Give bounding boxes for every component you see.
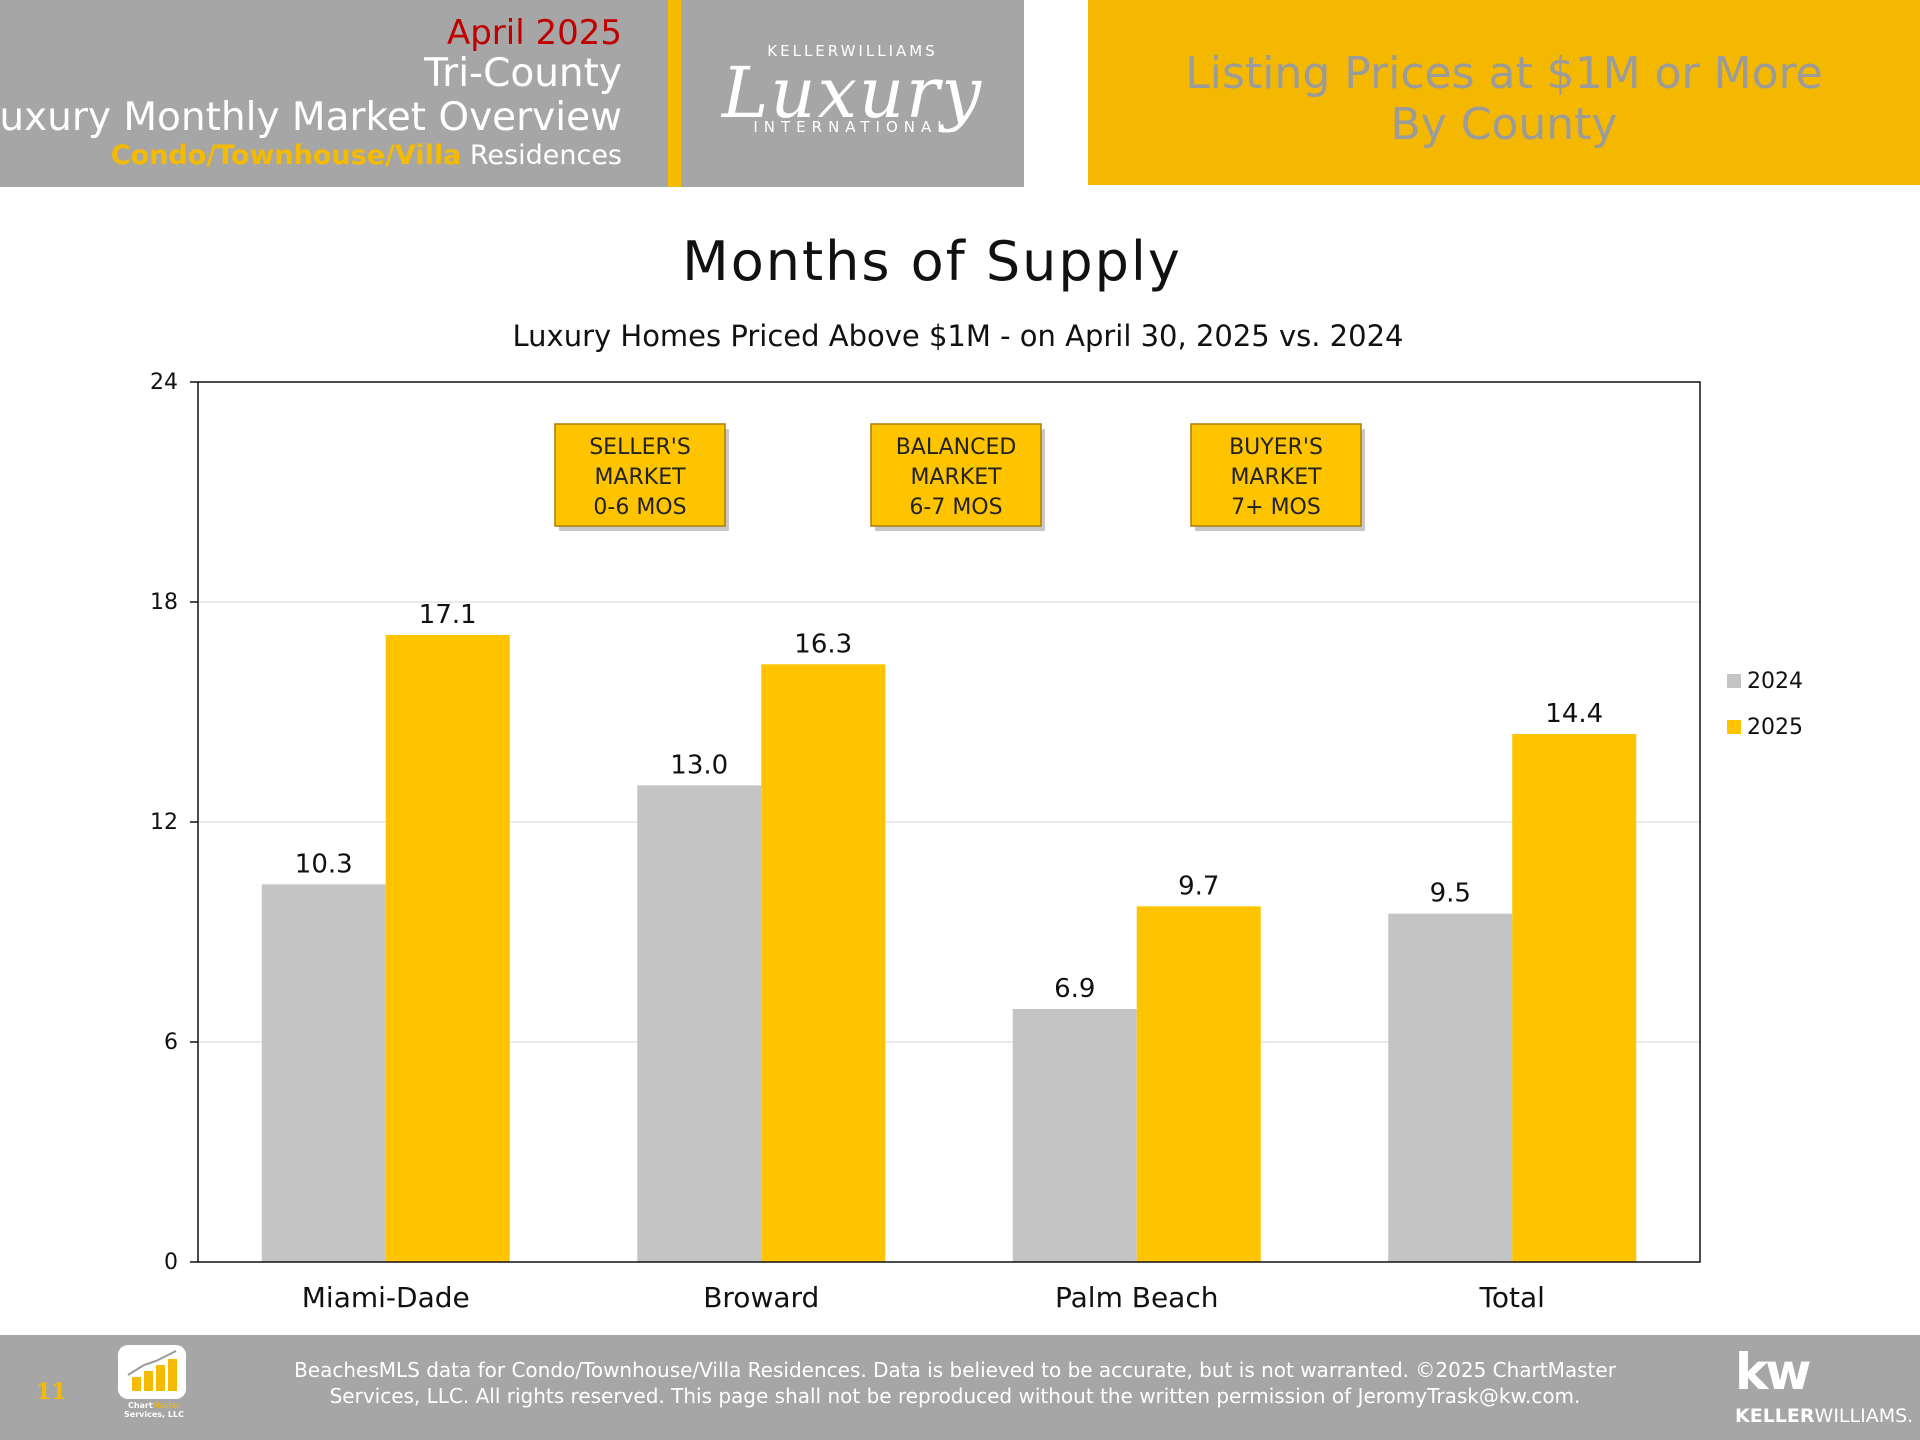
data-label-broward-2024: 13.0 <box>670 750 728 780</box>
annotation-text-line-1: SELLER'S <box>589 435 691 460</box>
kw-wordmark-bold: KELLER <box>1735 1405 1815 1427</box>
market-annotation-1: SELLER'S MARKET 0-6 MOS <box>554 423 729 531</box>
logo-script-text: Luxury <box>721 52 984 134</box>
annotation-box <box>870 423 1042 527</box>
data-label-palm-beach-2024: 6.9 <box>1054 974 1095 1004</box>
disclaimer-line-1: BeachesMLS data for Condo/Townhouse/Vill… <box>294 1358 1616 1382</box>
topic-title-line-1: Listing Prices at $1M or More <box>1185 48 1823 99</box>
property-type-rest: Residences <box>461 140 622 172</box>
data-label-palm-beach-2025: 9.7 <box>1178 871 1219 901</box>
axis-ticks: 0 6 12 18 24 Miami-Dade Broward Palm Beach Total <box>150 370 1545 1314</box>
y-tick-label-6: 6 <box>164 1030 178 1055</box>
annotation-text-line-1: BUYER'S <box>1229 435 1323 460</box>
report-title: Luxury Monthly Market Overview <box>0 94 622 140</box>
header-accent-stripe <box>668 0 681 187</box>
property-type-highlight: Condo/Townhouse/Villa <box>110 140 462 172</box>
annotation-text-line-1: BALANCED <box>896 435 1017 460</box>
bar-palm-beach-2025 <box>1136 906 1261 1262</box>
kw-wordmark: KELLERWILLIAMS. <box>1735 1405 1913 1427</box>
header-info-panel <box>0 0 668 187</box>
bar-total-2025 <box>1512 734 1637 1262</box>
legend-swatch-2025 <box>1727 720 1741 734</box>
chartmaster-name-c: Services, LLC <box>124 1409 184 1419</box>
report-month: April 2025 <box>446 13 622 53</box>
disclaimer-text: BeachesMLS data for Condo/Townhouse/Vill… <box>240 1357 1670 1409</box>
chartmaster-name-a: Chart <box>127 1401 153 1410</box>
kw-wordmark-rest: WILLIAMS. <box>1814 1405 1914 1427</box>
bar-broward-2024 <box>637 785 762 1262</box>
topic-title: Listing Prices at $1M or More By County <box>1088 48 1920 151</box>
page-number: 11 <box>36 1379 67 1405</box>
bar-miami-dade-2024 <box>261 884 386 1262</box>
legend: 2024 2025 <box>1727 669 1803 740</box>
bar-palm-beach-2024 <box>1012 1009 1137 1262</box>
disclaimer-line-2: Services, LLC. All rights reserved. This… <box>329 1384 1581 1408</box>
bar-broward-2025 <box>761 664 886 1262</box>
chart-subtitle: Luxury Homes Priced Above $1M - on April… <box>513 319 1404 353</box>
x-tick-label-palm-beach: Palm Beach <box>1055 1281 1218 1314</box>
data-label-miami-dade-2025: 17.1 <box>419 600 477 630</box>
y-tick-label-0: 0 <box>164 1250 178 1275</box>
chart-title: Months of Supply <box>682 230 1182 293</box>
property-type: Condo/Townhouse/Villa Residences <box>0 141 622 171</box>
market-annotations: SELLER'S MARKET 0-6 MOS BALANCED MARKET 6-7 M… <box>554 423 1365 531</box>
months-of-supply-chart: Months of Supply Luxury Homes Priced Abo… <box>150 230 1803 1314</box>
y-tick-label-12: 12 <box>150 810 178 835</box>
kw-mark: kw <box>1735 1343 1811 1401</box>
annotation-text-line-3: 0-6 MOS <box>593 495 686 520</box>
x-tick-label-miami-dade: Miami-Dade <box>302 1281 470 1314</box>
logo-brand-text: KELLERWILLIAMS <box>767 42 938 60</box>
data-label-total-2025: 14.4 <box>1545 699 1603 729</box>
y-tick-label-24: 24 <box>150 370 178 395</box>
bar-chart-icon <box>127 1350 177 1391</box>
legend-label-2024: 2024 <box>1747 669 1803 694</box>
kw-luxury-logo: KELLERWILLIAMS Luxury INTERNATIONAL <box>681 0 1024 187</box>
data-label-broward-2025: 16.3 <box>794 629 852 659</box>
data-labels: 10.3 17.1 13.0 16.3 6.9 9.7 9.5 14.4 <box>295 600 1603 1004</box>
x-tick-label-total: Total <box>1479 1281 1545 1314</box>
y-tick-label-18: 18 <box>150 590 178 615</box>
data-label-miami-dade-2024: 10.3 <box>295 849 353 879</box>
market-annotation-3: BUYER'S MARKET 7+ MOS <box>1190 423 1365 531</box>
header-topic-panel: Listing Prices at $1M or More By County <box>1088 0 1920 185</box>
chartmaster-logo-text: ChartMaster Services, LLC <box>114 1401 194 1420</box>
annotation-text-line-2: MARKET <box>910 465 1002 490</box>
bars <box>261 635 1637 1262</box>
market-annotation-2: BALANCED MARKET 6-7 MOS <box>870 423 1045 531</box>
chartmaster-logo: ChartMaster Services, LLC <box>114 1345 194 1433</box>
report-region: Tri-County <box>424 51 622 97</box>
data-label-total-2024: 9.5 <box>1430 879 1471 909</box>
annotation-text-line-3: 7+ MOS <box>1231 495 1321 520</box>
legend-label-2025: 2025 <box>1747 715 1803 740</box>
legend-swatch-2024 <box>1727 674 1741 688</box>
bar-miami-dade-2025 <box>385 635 510 1262</box>
annotation-box <box>1190 423 1362 527</box>
keller-williams-logo: kw KELLERWILLIAMS. <box>1735 1343 1913 1432</box>
footer: 11 ChartMaster Services, LLC BeachesMLS … <box>0 1335 1920 1440</box>
header-text-block: April 2025 Tri-County Luxury Monthly Mar… <box>0 14 622 172</box>
annotation-text-line-3: 6-7 MOS <box>909 495 1002 520</box>
bar-total-2024 <box>1388 913 1513 1262</box>
chartmaster-logo-box <box>118 1345 186 1399</box>
annotation-box <box>554 423 726 527</box>
logo-subtitle-text: INTERNATIONAL <box>753 118 952 136</box>
x-tick-label-broward: Broward <box>703 1281 819 1314</box>
annotation-text-line-2: MARKET <box>594 465 686 490</box>
chartmaster-name-b: Master <box>152 1401 181 1410</box>
annotation-text-line-2: MARKET <box>1230 465 1322 490</box>
topic-title-line-2: By County <box>1390 99 1618 151</box>
